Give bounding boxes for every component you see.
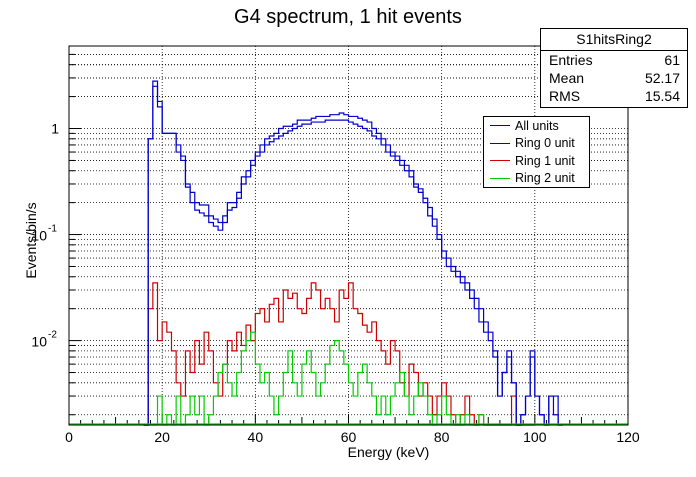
stats-value: 15.54	[644, 88, 680, 104]
series-line-ring-1-unit	[143, 282, 535, 426]
legend-label: Ring 1 unit	[515, 153, 575, 168]
legend-item-ring-2: Ring 2 unit	[484, 170, 589, 188]
stats-title: S1hitsRing2	[541, 29, 687, 51]
x-tick-label: 20	[154, 429, 170, 445]
chart-title: G4 spectrum, 1 hit events	[234, 6, 462, 28]
legend-item-ring-0: Ring 0 unit	[484, 135, 589, 153]
x-tick-label: 60	[341, 429, 357, 445]
stats-label: Mean	[549, 70, 585, 86]
y-tick-label: 10	[31, 334, 47, 350]
y-tick-label: 10	[31, 228, 47, 244]
stats-value: 61	[664, 52, 680, 68]
series-line-ring-2-unit	[143, 331, 535, 426]
stats-row-mean: Mean 52.17	[541, 69, 687, 87]
stats-label: RMS	[549, 88, 581, 104]
y-axis-label: Events/bin/s	[23, 202, 39, 278]
y-tick-exponent: -1	[48, 224, 57, 235]
legend-swatch	[490, 142, 510, 144]
plot-frame	[68, 45, 629, 426]
x-tick-label: 100	[523, 429, 547, 445]
legend-swatch	[490, 125, 510, 127]
legend: All units Ring 0 unit Ring 1 unit Ring 2…	[483, 116, 590, 188]
x-tick-label: 80	[434, 429, 450, 445]
stats-row-entries: Entries 61	[541, 51, 687, 69]
legend-item-all-units: All units	[484, 117, 589, 135]
y-tick-exponent: -2	[48, 330, 57, 341]
series-line-all-units	[143, 80, 563, 426]
stats-label: Entries	[549, 52, 593, 68]
series-line-ring-0-unit	[143, 85, 563, 426]
x-tick-label: 120	[616, 429, 640, 445]
legend-label: Ring 0 unit	[515, 136, 575, 151]
x-tick-label: 40	[248, 429, 264, 445]
legend-swatch	[490, 160, 510, 162]
y-tick-label: 1	[51, 121, 59, 137]
x-axis-label: Energy (keV)	[348, 444, 430, 460]
legend-label: All units	[515, 118, 559, 133]
legend-label: Ring 2 unit	[515, 171, 575, 186]
legend-item-ring-1: Ring 1 unit	[484, 152, 589, 170]
x-tick-label: 0	[65, 429, 73, 445]
stats-row-rms: RMS 15.54	[541, 87, 687, 105]
legend-swatch	[490, 177, 510, 179]
stats-box: S1hitsRing2 Entries 61 Mean 52.17 RMS 15…	[540, 28, 688, 108]
stats-value: 52.17	[644, 70, 680, 86]
